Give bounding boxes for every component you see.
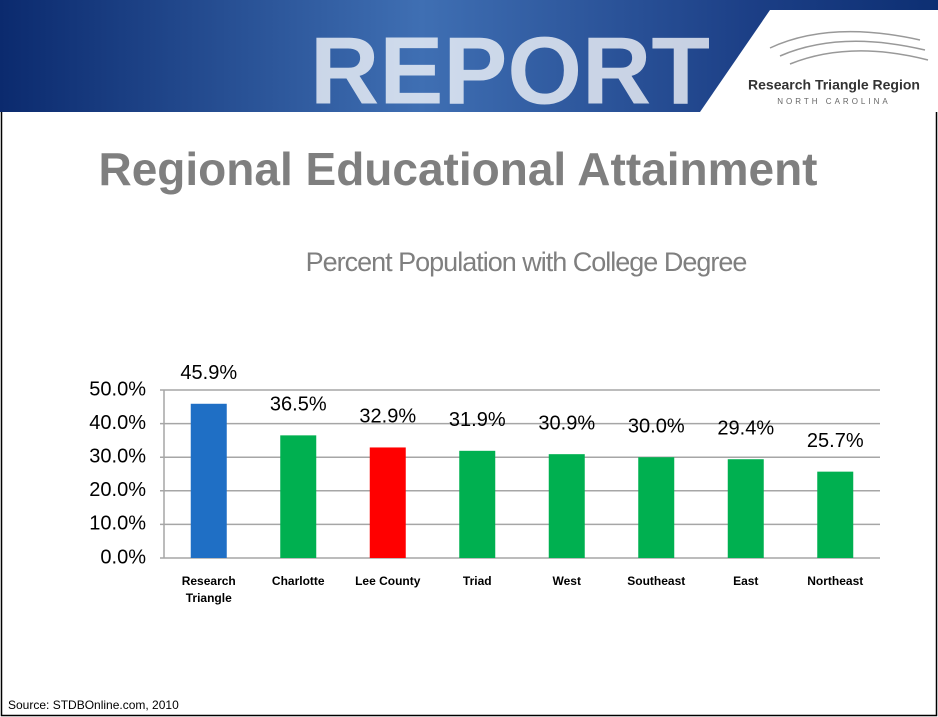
bar: [369, 447, 406, 558]
value-label: 32.9%: [359, 406, 416, 428]
value-label: 36.5%: [270, 394, 327, 416]
value-label: 25.7%: [807, 430, 864, 452]
logo-lines: [769, 30, 929, 65]
x-tick-label: Southeast: [627, 574, 685, 588]
y-tick-label: 50.0%: [89, 378, 146, 400]
x-tick-label: Triad: [463, 574, 492, 588]
value-label: 30.9%: [538, 412, 595, 434]
source: Source: STDBOnline.com, 2010: [8, 698, 179, 712]
y-tick-label: 0.0%: [100, 546, 146, 568]
value-label: 45.9%: [180, 362, 237, 384]
logo-box: [700, 10, 938, 112]
value-label: 30.0%: [628, 415, 685, 437]
y-tick-label: 40.0%: [89, 412, 146, 434]
logo-subtitle: NORTH CAROLINA: [777, 97, 890, 106]
bar: [190, 403, 227, 558]
x-tick-label: East: [733, 574, 758, 588]
y-tick-label: 10.0%: [89, 513, 146, 535]
x-tick-label: Lee County: [355, 574, 421, 588]
x-tick-label: Northeast: [807, 574, 863, 588]
banner-text: REPORT: [310, 17, 710, 124]
chart-title: Percent Population with College Degree: [306, 247, 747, 277]
value-label: 31.9%: [449, 409, 506, 431]
logo-title: Research Triangle Region: [748, 77, 920, 93]
bar: [459, 450, 496, 558]
x-tick-label: Charlotte: [272, 574, 325, 588]
y-tick-label: 20.0%: [89, 479, 146, 501]
slide-border: [0, 112, 938, 717]
bar: [638, 457, 675, 558]
bar: [280, 435, 317, 558]
y-tick-label: 30.0%: [89, 445, 146, 467]
slide-title: Regional Educational Attainment: [98, 143, 817, 195]
bar: [727, 459, 764, 558]
value-label: 29.4%: [717, 417, 774, 439]
x-tick-label: West: [553, 574, 581, 588]
x-tick-label: Research Triangle: [182, 574, 236, 605]
bar: [817, 471, 854, 558]
bar: [548, 454, 585, 558]
